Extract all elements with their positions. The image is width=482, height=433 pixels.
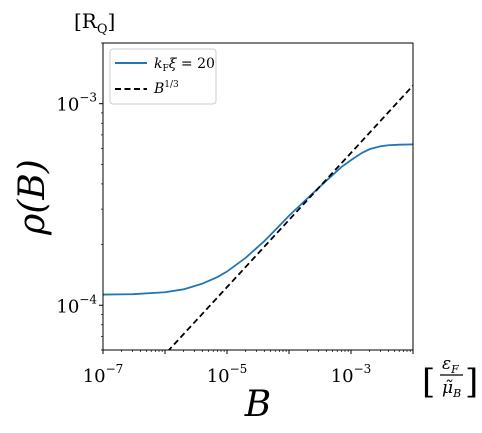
- legend-k-sub: F: [162, 64, 168, 74]
- x-unit-bracket-right: ]: [465, 362, 478, 402]
- x-unit-den-text: μ̃: [442, 378, 453, 398]
- y-unit-label: [RQ]: [74, 9, 115, 37]
- x-unit-denominator: μ̃B: [442, 378, 461, 400]
- series-line-1: [167, 84, 413, 350]
- legend-xi: ξ: [169, 56, 178, 72]
- ticks-layer: 10−7 10−5 10−3 10−4 10−3: [56, 42, 414, 387]
- series-layer: [103, 84, 413, 350]
- legend-rest: = 20: [176, 56, 214, 72]
- x-unit-num-text: ε: [442, 354, 451, 374]
- y-unit-close: ]: [108, 9, 116, 33]
- x-tick-label-0: 10−7: [83, 362, 124, 387]
- x-unit-numerator: εF: [442, 354, 459, 376]
- legend-exp: 1/3: [164, 80, 179, 90]
- legend-label-0: kFξ = 20: [154, 56, 215, 74]
- plot-area: 10−7 10−5 10−3 10−4 10−3: [56, 42, 414, 387]
- plot-frame: [102, 42, 414, 351]
- x-unit-den-sub: B: [452, 387, 461, 400]
- legend: kFξ = 20 B1/3: [109, 48, 217, 105]
- series-line-0: [103, 143, 413, 296]
- x-tick-label-2: 10−3: [331, 362, 372, 387]
- y-tick-label-0: 10−4: [56, 292, 97, 317]
- legend-k: k: [154, 56, 162, 72]
- x-tick-label-1: 10−5: [207, 362, 248, 387]
- x-unit-label: [ εF μ̃B ]: [422, 354, 478, 402]
- y-tick-label-1: 10−3: [56, 91, 97, 116]
- x-axis-label: B: [244, 384, 271, 425]
- x-unit-num-sub: F: [450, 363, 459, 376]
- y-unit-text: [R: [74, 9, 98, 33]
- y-unit-sub: Q: [97, 22, 108, 37]
- y-axis-label: ρ(B): [12, 159, 53, 236]
- legend-label-1: B1/3: [153, 80, 179, 97]
- x-unit-bracket-left: [: [422, 362, 435, 402]
- legend-base: B: [153, 81, 164, 97]
